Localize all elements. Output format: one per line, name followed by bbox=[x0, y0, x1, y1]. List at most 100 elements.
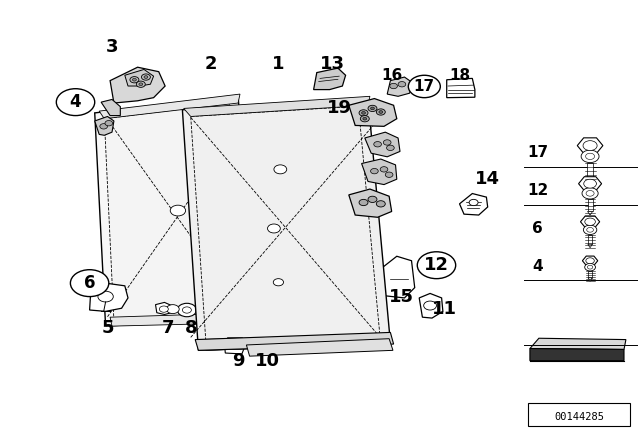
Polygon shape bbox=[419, 293, 443, 318]
Polygon shape bbox=[349, 189, 392, 217]
Polygon shape bbox=[579, 177, 602, 191]
Polygon shape bbox=[95, 116, 114, 135]
Circle shape bbox=[159, 306, 168, 312]
Circle shape bbox=[374, 142, 381, 147]
Circle shape bbox=[380, 167, 388, 172]
Circle shape bbox=[130, 77, 139, 83]
Polygon shape bbox=[588, 199, 593, 211]
Text: 4: 4 bbox=[70, 93, 81, 111]
Circle shape bbox=[398, 82, 406, 87]
Circle shape bbox=[98, 291, 113, 302]
Text: 18: 18 bbox=[449, 68, 470, 83]
Circle shape bbox=[177, 303, 196, 317]
Text: 11: 11 bbox=[432, 300, 458, 318]
Polygon shape bbox=[588, 235, 593, 244]
Text: 3: 3 bbox=[106, 38, 118, 56]
Polygon shape bbox=[588, 278, 592, 281]
Text: 14: 14 bbox=[475, 170, 500, 188]
Text: 5: 5 bbox=[101, 319, 114, 337]
Polygon shape bbox=[387, 77, 413, 96]
Polygon shape bbox=[530, 338, 626, 349]
Circle shape bbox=[56, 89, 95, 116]
Circle shape bbox=[132, 78, 136, 81]
Circle shape bbox=[182, 307, 191, 313]
Polygon shape bbox=[156, 302, 172, 314]
Circle shape bbox=[417, 252, 456, 279]
Circle shape bbox=[383, 140, 391, 145]
Circle shape bbox=[100, 124, 108, 129]
Polygon shape bbox=[246, 339, 393, 356]
Circle shape bbox=[588, 265, 593, 269]
Circle shape bbox=[139, 83, 143, 86]
Circle shape bbox=[105, 121, 113, 126]
Text: 1: 1 bbox=[272, 55, 285, 73]
Polygon shape bbox=[110, 313, 256, 326]
Polygon shape bbox=[101, 99, 120, 116]
Circle shape bbox=[587, 228, 593, 232]
Text: 13: 13 bbox=[320, 55, 346, 73]
Circle shape bbox=[274, 165, 287, 174]
Circle shape bbox=[385, 172, 393, 177]
Polygon shape bbox=[349, 99, 397, 126]
Polygon shape bbox=[577, 138, 603, 153]
Polygon shape bbox=[362, 159, 397, 185]
Circle shape bbox=[368, 105, 377, 112]
Polygon shape bbox=[95, 96, 256, 326]
Polygon shape bbox=[381, 256, 415, 298]
Polygon shape bbox=[184, 96, 370, 116]
Circle shape bbox=[70, 270, 109, 297]
Circle shape bbox=[424, 301, 436, 310]
FancyBboxPatch shape bbox=[528, 403, 630, 426]
Text: 19: 19 bbox=[326, 99, 352, 116]
Polygon shape bbox=[182, 99, 390, 350]
Circle shape bbox=[368, 196, 377, 202]
Text: 6: 6 bbox=[532, 221, 543, 236]
Text: 4: 4 bbox=[532, 259, 543, 274]
Circle shape bbox=[581, 150, 599, 163]
Circle shape bbox=[362, 112, 365, 114]
Circle shape bbox=[586, 190, 594, 196]
Polygon shape bbox=[255, 343, 269, 354]
Circle shape bbox=[469, 199, 478, 206]
Circle shape bbox=[136, 81, 145, 87]
Polygon shape bbox=[90, 283, 128, 311]
Circle shape bbox=[585, 218, 595, 225]
Circle shape bbox=[586, 258, 595, 264]
Circle shape bbox=[144, 76, 148, 78]
Circle shape bbox=[359, 110, 368, 116]
Text: 8: 8 bbox=[184, 319, 197, 337]
Polygon shape bbox=[314, 68, 346, 90]
Circle shape bbox=[359, 199, 368, 206]
Text: 12: 12 bbox=[527, 183, 548, 198]
Circle shape bbox=[390, 83, 397, 89]
Polygon shape bbox=[104, 103, 246, 321]
Text: 12: 12 bbox=[424, 256, 449, 274]
Circle shape bbox=[583, 141, 597, 151]
Circle shape bbox=[258, 346, 267, 353]
Circle shape bbox=[582, 188, 598, 199]
Polygon shape bbox=[125, 69, 154, 86]
Polygon shape bbox=[195, 332, 394, 350]
Circle shape bbox=[141, 74, 150, 80]
Polygon shape bbox=[582, 256, 598, 265]
Text: 17: 17 bbox=[413, 79, 435, 94]
Circle shape bbox=[371, 168, 378, 174]
Polygon shape bbox=[588, 244, 593, 248]
Circle shape bbox=[268, 224, 280, 233]
Polygon shape bbox=[588, 211, 593, 215]
Circle shape bbox=[584, 179, 596, 188]
Circle shape bbox=[387, 145, 394, 151]
Circle shape bbox=[376, 201, 385, 207]
Circle shape bbox=[371, 107, 374, 110]
Polygon shape bbox=[365, 132, 400, 157]
Text: 2: 2 bbox=[205, 55, 218, 73]
Text: 00144285: 00144285 bbox=[554, 412, 604, 422]
Circle shape bbox=[170, 205, 186, 216]
Circle shape bbox=[584, 225, 597, 235]
Circle shape bbox=[586, 153, 595, 159]
Polygon shape bbox=[460, 194, 488, 215]
Text: 6: 6 bbox=[84, 274, 95, 292]
Polygon shape bbox=[99, 94, 240, 119]
Text: 16: 16 bbox=[381, 68, 403, 83]
Text: 15: 15 bbox=[389, 288, 415, 306]
